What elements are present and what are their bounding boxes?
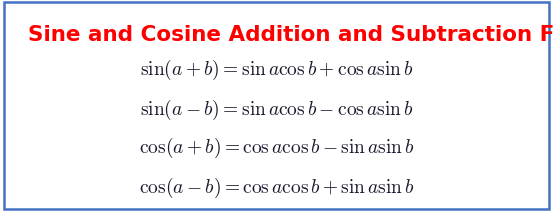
Text: $\cos(a+b) = \cos a\cos b - \sin a\sin b$: $\cos(a+b) = \cos a\cos b - \sin a\sin b… bbox=[139, 136, 414, 160]
Text: $\sin(a+b) = \sin a\cos b + \cos a\sin b$: $\sin(a+b) = \sin a\cos b + \cos a\sin b… bbox=[140, 58, 413, 82]
Text: $\cos(a-b) = \cos a\cos b + \sin a\sin b$: $\cos(a-b) = \cos a\cos b + \sin a\sin b… bbox=[139, 176, 414, 200]
Text: Sine and Cosine Addition and Subtraction Formulas: Sine and Cosine Addition and Subtraction… bbox=[28, 25, 553, 45]
Text: $\sin(a-b) = \sin a\cos b - \cos a\sin b$: $\sin(a-b) = \sin a\cos b - \cos a\sin b… bbox=[140, 98, 413, 122]
